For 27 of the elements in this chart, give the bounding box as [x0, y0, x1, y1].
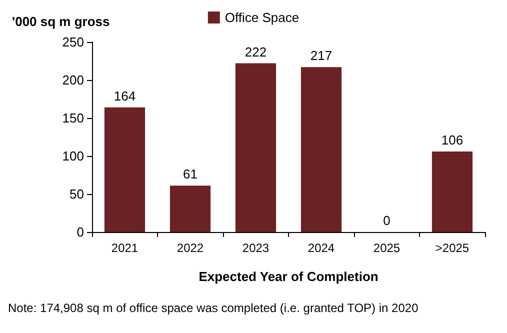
- bar: [104, 107, 146, 232]
- data-label: 217: [310, 48, 332, 64]
- data-label: 61: [183, 166, 198, 182]
- y-tick-label: 50: [70, 186, 84, 202]
- text: Note: 174,908 sq m of office space was completed (i.e. granted TOP) in 2020: [8, 301, 419, 315]
- data-label: 0: [383, 213, 390, 228]
- bar: [235, 63, 276, 232]
- y-tick-label: 150: [62, 110, 84, 126]
- y-tick-label: 0: [76, 224, 84, 240]
- x-tick-label: 2022: [176, 241, 204, 255]
- data-label: 222: [244, 44, 267, 60]
- data-label: 106: [441, 132, 464, 148]
- y-tick-label: 250: [62, 34, 84, 50]
- x-tick-label: 2024: [308, 241, 335, 255]
- x-axis-title: Expected Year of Completion: [198, 269, 378, 284]
- x-tick-label: 2023: [242, 241, 270, 255]
- legend-label: Office Space: [224, 10, 300, 25]
- data-label: 164: [114, 88, 136, 104]
- bar: [300, 67, 342, 232]
- x-tick-label: 2021: [111, 241, 138, 255]
- bar: [432, 151, 473, 232]
- x-tick-label: 2025: [373, 241, 400, 255]
- x-tick-label: >2025: [435, 241, 470, 255]
- y-tick-label: 100: [62, 148, 84, 164]
- y-axis-title: '000 sq m gross: [12, 14, 110, 29]
- y-tick-label: 200: [62, 72, 84, 88]
- bar: [170, 186, 211, 232]
